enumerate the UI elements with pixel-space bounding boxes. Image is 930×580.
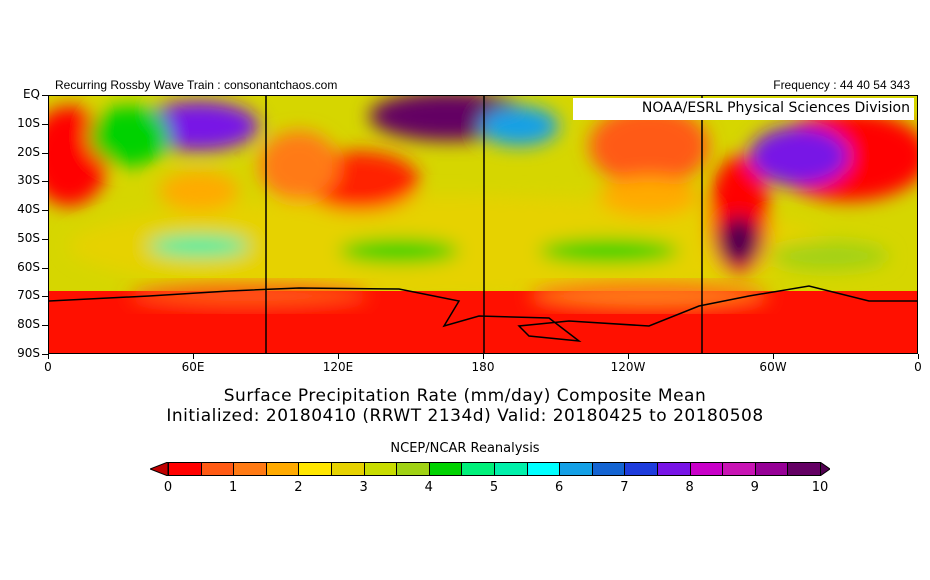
y-tick-label: 10S <box>17 115 40 130</box>
colorbar-swatch <box>591 462 626 476</box>
colorbar-tick-label: 3 <box>359 480 368 495</box>
colorbar-tick-label: 10 <box>811 480 829 495</box>
colorbar-tick-label: 6 <box>555 480 564 495</box>
colorbar-tick-label: 8 <box>685 480 694 495</box>
x-tick-label: 60W <box>759 360 787 374</box>
y-tick <box>42 210 48 212</box>
colorbar-swatch <box>689 462 724 476</box>
x-tick <box>483 354 484 359</box>
y-tick <box>42 296 48 298</box>
x-tick-label: 0 <box>44 360 52 374</box>
y-tick-label: 80S <box>17 317 40 332</box>
title-line-2: Initialized: 20180410 (RRWT 2134d) Valid… <box>166 406 764 426</box>
precip-field <box>49 96 917 353</box>
colorbar-swatch <box>233 462 267 476</box>
colorbar-swatch <box>428 462 463 476</box>
colorbar-tick-label: 7 <box>620 480 629 495</box>
colorbar-swatch <box>754 462 789 476</box>
x-tick-label: 60E <box>181 360 205 374</box>
colorbar-swatch <box>494 462 528 476</box>
colorbar-swatch <box>624 462 658 476</box>
colorbar-swatch <box>461 462 495 476</box>
x-tick-label: 120W <box>610 360 646 374</box>
colorbar-tick-label: 2 <box>294 480 303 495</box>
x-tick <box>773 354 774 359</box>
colorbar <box>150 462 830 476</box>
y-tick-label: EQ <box>22 87 40 101</box>
y-tick <box>42 267 48 269</box>
y-tick-label: 90S <box>17 346 40 360</box>
y-tick <box>42 152 48 154</box>
colorbar-tick-label: 4 <box>424 480 433 495</box>
y-tick-label: 40S <box>17 202 40 217</box>
colorbar-tick-label: 5 <box>489 480 499 495</box>
colorbar-swatch <box>657 462 691 476</box>
x-tick-label: 120E <box>322 360 354 374</box>
header-left: Recurring Rossby Wave Train : consonantc… <box>55 78 338 92</box>
precipitation-map: NOAA/ESRL Physical Sciences Division <box>48 95 918 354</box>
colorbar-swatch <box>526 462 561 476</box>
colorbar-swatch <box>363 462 398 476</box>
x-tick <box>338 354 339 359</box>
y-tick-label: 70S <box>17 288 40 303</box>
y-tick <box>42 123 48 125</box>
x-tick-label: 180 <box>471 360 495 374</box>
colorbar-tick-label: 9 <box>750 480 759 495</box>
colorbar-swatch <box>265 462 300 476</box>
colorbar-label: NCEP/NCAR Reanalysis <box>390 441 540 456</box>
colorbar-swatch <box>200 462 235 476</box>
x-tick-label: 0 <box>914 360 922 374</box>
x-tick <box>918 354 919 359</box>
y-tick <box>42 325 48 327</box>
colorbar-under-arrow <box>150 462 169 476</box>
y-tick <box>42 354 48 355</box>
title-line-1: Surface Precipitation Rate (mm/day) Comp… <box>223 386 707 406</box>
colorbar-tick-label: 1 <box>229 480 238 495</box>
y-tick <box>42 181 48 183</box>
colorbar-swatch <box>396 462 430 476</box>
y-tick <box>42 95 48 96</box>
header-right: Frequency : 44 40 54 343 <box>773 78 910 92</box>
colorbar-tick-label: 0 <box>163 480 173 495</box>
x-tick <box>193 354 194 359</box>
colorbar-swatch <box>331 462 365 476</box>
x-tick <box>48 354 49 359</box>
colorbar-swatch <box>722 462 756 476</box>
colorbar-swatch <box>787 462 821 476</box>
colorbar-swatch <box>168 462 202 476</box>
organization-label: NOAA/ESRL Physical Sciences Division <box>573 98 914 120</box>
y-tick-label: 50S <box>17 230 40 245</box>
y-tick <box>42 238 48 240</box>
y-tick-label: 30S <box>17 173 40 188</box>
colorbar-swatch <box>559 462 593 476</box>
colorbar-over-arrow <box>819 462 830 476</box>
y-tick-label: 60S <box>17 259 40 274</box>
y-tick-label: 20S <box>17 144 40 159</box>
colorbar-swatch <box>298 462 332 476</box>
x-tick <box>628 354 629 359</box>
